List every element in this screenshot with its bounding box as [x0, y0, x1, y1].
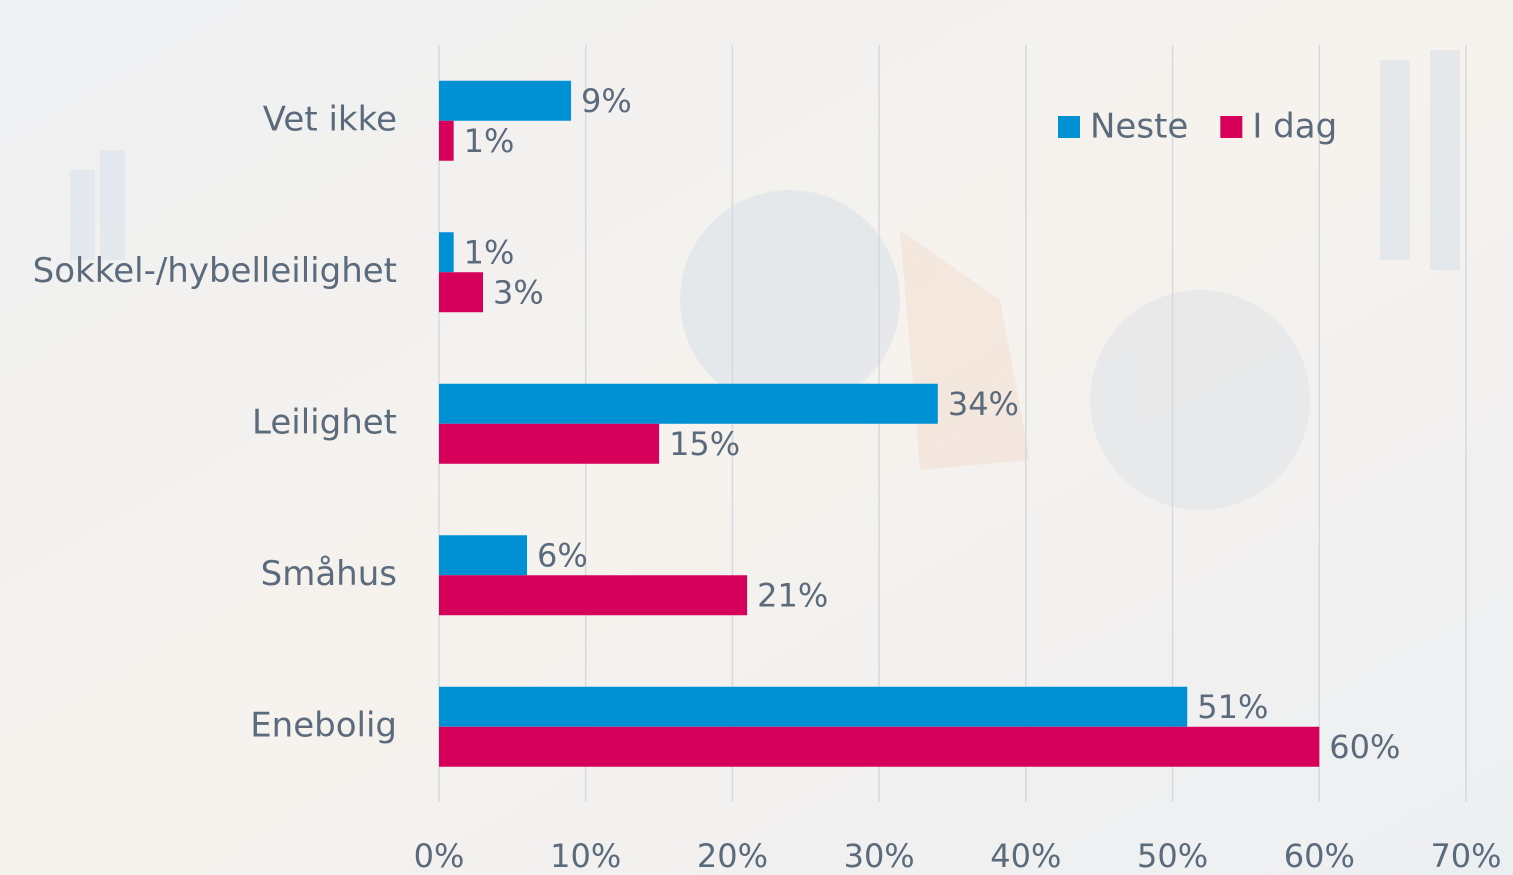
y-tick-label: Sokkel-/hybelleilighet — [33, 251, 397, 291]
data-label: 21% — [757, 576, 828, 614]
bar — [439, 423, 660, 464]
data-label: 1% — [464, 233, 515, 271]
x-tick-label: 0% — [414, 837, 465, 875]
legend-swatch — [1220, 116, 1243, 138]
data-label: 34% — [948, 385, 1019, 423]
data-label: 6% — [537, 536, 588, 574]
x-tick-label: 40% — [990, 837, 1061, 875]
plot-area: 0% 10% 20% 30% 40% 50% 60% 70% Vet ikke 9% 1% Sokke… — [33, 45, 1502, 875]
x-tick-label: 50% — [1137, 837, 1208, 875]
data-label: 9% — [581, 82, 632, 120]
y-tick-label: Vet ikke — [263, 99, 397, 139]
y-tick-label: Enebolig — [250, 705, 397, 745]
legend-label: Neste — [1090, 107, 1188, 147]
bar — [439, 80, 572, 121]
y-tick-label: Småhus — [261, 554, 397, 594]
x-tick-label: 10% — [550, 837, 621, 875]
y-tick-label: Leilighet — [252, 402, 397, 442]
data-label: 3% — [493, 273, 544, 311]
bar — [439, 575, 748, 616]
background-decoration — [70, 50, 1460, 510]
data-label: 15% — [669, 425, 740, 463]
bar — [439, 726, 1320, 767]
bar — [439, 120, 454, 161]
bar — [439, 272, 484, 313]
legend-swatch — [1058, 116, 1080, 138]
bar — [439, 383, 938, 424]
bar — [439, 686, 1188, 727]
x-tick-label: 60% — [1284, 837, 1355, 875]
x-tick-label: 30% — [844, 837, 915, 875]
bar — [439, 232, 454, 273]
x-tick-label: 70% — [1430, 837, 1501, 875]
x-tick-label: 20% — [697, 837, 768, 875]
bar — [439, 535, 528, 576]
legend-label: I dag — [1252, 107, 1337, 147]
data-label: 60% — [1329, 728, 1400, 766]
data-label: 1% — [464, 122, 515, 160]
data-label: 51% — [1197, 688, 1268, 726]
